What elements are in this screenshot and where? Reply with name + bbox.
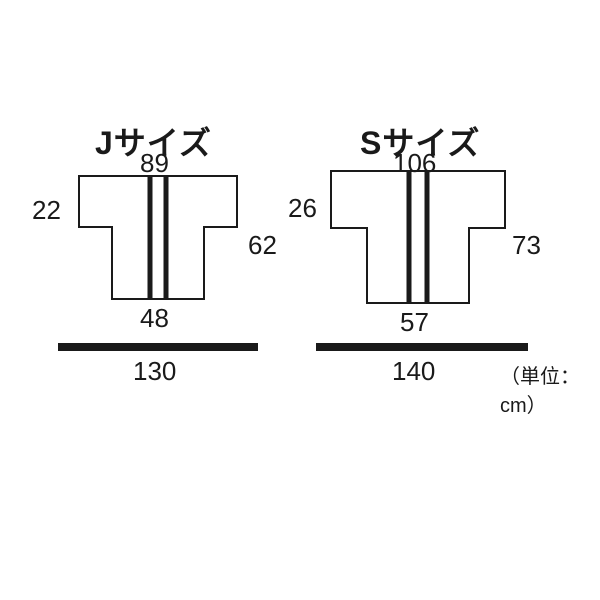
size-s-sleeve-drop: 26 <box>288 193 317 224</box>
size-s-body-length: 73 <box>512 230 541 261</box>
size-s-belt-length: 140 <box>392 356 435 387</box>
size-s-garment-icon <box>330 170 506 304</box>
size-j-garment-icon <box>78 175 238 300</box>
size-s-belt <box>316 343 528 351</box>
size-j-body-width: 48 <box>140 303 169 334</box>
size-j-sleeve-drop: 22 <box>32 195 61 226</box>
size-j-body-length: 62 <box>248 230 277 261</box>
size-j-belt <box>58 343 258 351</box>
size-j-belt-length: 130 <box>133 356 176 387</box>
size-s-body-width: 57 <box>400 307 429 338</box>
unit-label: （単位：cm） <box>500 360 600 418</box>
diagram-canvas: Jサイズ 89 22 62 48 130 Sサイズ 106 26 73 57 1… <box>0 0 600 600</box>
